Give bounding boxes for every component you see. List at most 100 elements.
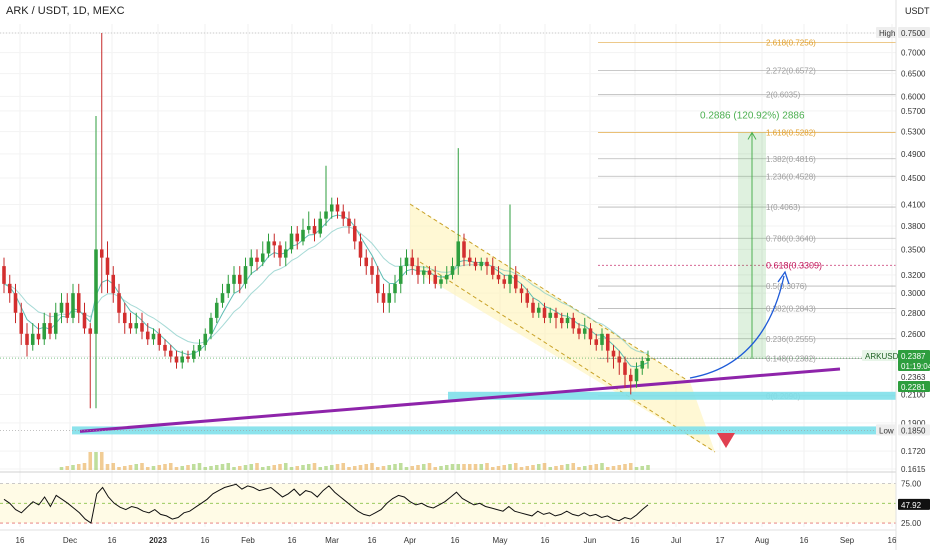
- volume-bar: [151, 466, 156, 470]
- time-tick: 16: [201, 536, 210, 545]
- volume-bar: [111, 463, 116, 470]
- fib-label: 2.618(0.7256): [766, 38, 816, 47]
- candle-body: [48, 323, 52, 334]
- volume-bar: [410, 466, 415, 470]
- volume-bar: [197, 463, 202, 470]
- price-axis[interactable]: 0.7500 0.7000 0.6500 0.6000 0.5700 0.5300 0.49…: [862, 0, 932, 550]
- candle-body: [232, 274, 236, 284]
- fib-label: 0.618(0.3309): [766, 260, 822, 270]
- candle-body: [226, 283, 231, 294]
- candle-body: [571, 317, 576, 329]
- fib-label: 1.618(0.5282): [766, 129, 816, 138]
- volume-bar: [301, 465, 305, 470]
- candle-body: [306, 226, 311, 230]
- time-tick: Sep: [840, 536, 855, 545]
- candle-body: [347, 218, 351, 227]
- fib-label: 1.382(0.4816): [766, 155, 816, 164]
- volume-bar: [559, 465, 564, 470]
- volume-bar: [318, 467, 323, 470]
- volume-bar: [519, 467, 524, 470]
- low-price-bg: [898, 424, 930, 436]
- candle-body: [134, 323, 139, 329]
- high-price-bg: [898, 27, 930, 38]
- annotations: 0.2886 (120.92%) 2886: [0, 32, 896, 448]
- ema-line: [3, 226, 649, 354]
- fibonacci-levels: 0(0.2090)0.148(0.2382)0.236(0.2555)0.382…: [598, 38, 896, 401]
- volume-bar: [76, 464, 81, 470]
- candle-body: [19, 312, 24, 334]
- volume-bar: [168, 463, 173, 470]
- candle-body: [283, 249, 288, 258]
- price-tick: 0.2100: [901, 390, 926, 399]
- candle-body: [168, 350, 173, 357]
- candle-body: [404, 257, 409, 267]
- time-tick: 16: [16, 536, 25, 545]
- symbol-label: ARKUSDT: [865, 352, 903, 361]
- candle-body: [513, 274, 518, 289]
- countdown: 01:19:04: [901, 362, 932, 371]
- projection-arrow-head: [777, 270, 790, 285]
- volume-bar: [329, 465, 334, 470]
- volume-bar: [600, 463, 604, 470]
- candle-body: [628, 374, 633, 382]
- candle-body: [180, 356, 185, 363]
- candle-body: [582, 328, 587, 334]
- volume-bar: [214, 465, 219, 470]
- channel-lower-line: [419, 261, 716, 453]
- candle-body: [278, 245, 282, 258]
- volume-bar: [157, 465, 162, 470]
- time-tick: Dec: [63, 536, 77, 545]
- time-axis[interactable]: 16 Dec 16 2023 16 Feb 16 Mar 16 Apr 16 May 16 Jun 16 Ju…: [0, 529, 897, 545]
- volume-bar: [65, 466, 70, 470]
- price-axis-bg: [896, 0, 932, 550]
- time-tick: 16: [800, 536, 809, 545]
- candle-body: [71, 293, 75, 318]
- time-tick: 16: [288, 536, 297, 545]
- price-tick: 0.3200: [901, 271, 926, 280]
- volume-bar: [272, 465, 277, 470]
- candle-body: [151, 333, 156, 340]
- fib-label: 0.148(0.2382): [766, 355, 816, 364]
- price-tick: 0.5300: [901, 128, 926, 137]
- candle-body: [59, 302, 64, 313]
- volume-bar: [387, 465, 392, 470]
- volume-bar: [71, 465, 75, 470]
- chart-title: ARK / USDT, 1D, MEXC: [6, 5, 125, 17]
- candles: [2, 33, 650, 409]
- price-tick: 0.6000: [901, 92, 926, 101]
- volume-bar: [145, 467, 150, 470]
- fib-label: 1.236(0.4528): [766, 172, 816, 181]
- candle-body: [243, 266, 248, 284]
- candle-body: [203, 333, 208, 345]
- volume-bar: [479, 464, 484, 470]
- candle-body: [427, 270, 432, 275]
- candle-body: [444, 274, 449, 280]
- price-tick: 0.1720: [901, 447, 926, 456]
- countdown-bg: [898, 360, 930, 371]
- volume-bar: [571, 463, 576, 470]
- volume-bar: [605, 467, 610, 470]
- candle-body: [617, 356, 622, 363]
- price-tick: 0.2600: [901, 330, 926, 339]
- candle-body: [255, 257, 259, 262]
- candle-body: [13, 293, 18, 313]
- candle-body: [525, 293, 530, 303]
- candle-body: [341, 211, 346, 219]
- time-tick: 16: [108, 536, 117, 545]
- candle-body: [163, 344, 167, 351]
- volume-bar: [416, 465, 420, 470]
- candle-body: [209, 317, 213, 334]
- time-tick: 16: [368, 536, 377, 545]
- high-label-bg: [876, 27, 896, 38]
- volume-bar: [640, 466, 645, 470]
- candle-body: [611, 350, 616, 357]
- support-zone-upper: [448, 391, 896, 400]
- candle-body: [421, 270, 426, 275]
- volume-bar: [565, 464, 570, 470]
- candle-body: [502, 279, 507, 284]
- candle-body: [433, 274, 438, 284]
- candle-body: [237, 274, 242, 284]
- support-price-bg: [898, 381, 930, 392]
- fib-label: 2.272(0.6572): [766, 67, 816, 76]
